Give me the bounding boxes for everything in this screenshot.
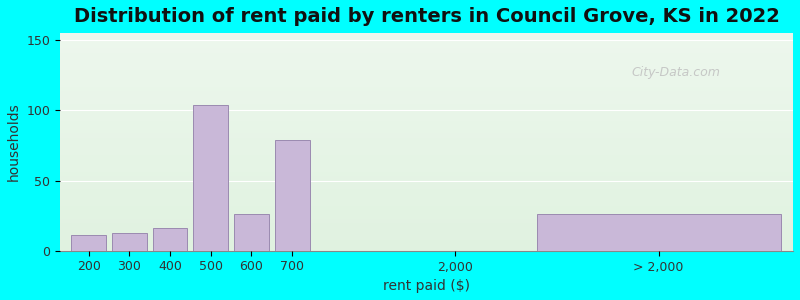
- Bar: [194, 105, 228, 251]
- Bar: [112, 232, 146, 251]
- Text: City-Data.com: City-Data.com: [632, 66, 721, 79]
- Y-axis label: households: households: [7, 103, 21, 181]
- Bar: [275, 140, 310, 251]
- Bar: [537, 214, 781, 251]
- Bar: [234, 214, 269, 251]
- Title: Distribution of rent paid by renters in Council Grove, KS in 2022: Distribution of rent paid by renters in …: [74, 7, 779, 26]
- Bar: [71, 235, 106, 251]
- X-axis label: rent paid ($): rent paid ($): [383, 279, 470, 293]
- Bar: [153, 228, 187, 251]
